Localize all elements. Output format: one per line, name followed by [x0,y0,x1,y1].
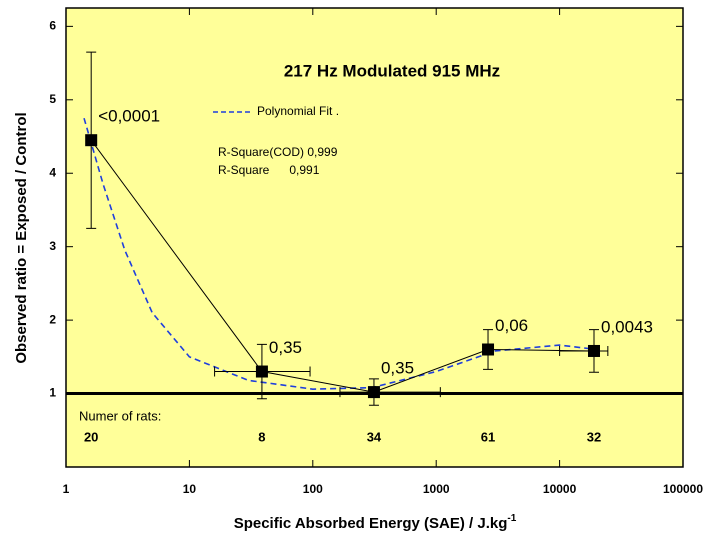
rats-count: 32 [587,429,601,444]
legend-label: Polynomial Fit . [257,104,339,118]
point [367,386,380,399]
value-label: 0,35 [381,359,414,378]
x-tick-label: 1000 [423,482,450,496]
annotation: R-Square(COD) 0,999 [218,145,338,159]
point [255,365,268,378]
rats-label: Numer of rats: [79,408,161,423]
annotation: R-Square 0,991 [218,163,320,177]
value-label: 0,06 [495,316,528,335]
x-tick-label: 1 [63,482,70,496]
point [482,343,495,356]
x-tick-label: 10000 [543,482,577,496]
x-axis-label-sup: -1 [507,513,516,524]
point [85,134,98,147]
value-label: 0,35 [269,338,302,357]
rats-count: 34 [367,429,382,444]
y-axis-label: Observed ratio = Exposed / Control [13,112,30,363]
y-tick-label: 5 [49,92,56,106]
y-tick-label: 2 [49,312,56,326]
rats-count: 61 [481,429,495,444]
rats-count: 20 [84,429,98,444]
y-tick-label: 6 [49,19,56,33]
x-tick-label: 100 [303,482,323,496]
y-tick-label: 4 [49,165,56,179]
x-axis-label: Specific Absorbed Energy (SAE) / J.kg-1 [234,513,517,532]
y-tick-label: 3 [49,239,56,253]
y-tick-label: 1 [49,386,56,400]
x-tick-label: 10 [183,482,197,496]
value-label: <0,0001 [98,107,160,126]
value-label: 0,0043 [601,317,653,336]
x-axis-label-main: Specific Absorbed Energy (SAE) / J.kg [234,515,508,532]
x-error-bar [339,387,441,398]
chart-title: 217 Hz Modulated 915 MHz [284,61,500,80]
rats-count: 8 [258,429,265,444]
point [587,344,600,357]
x-tick-label: 100000 [663,482,703,496]
